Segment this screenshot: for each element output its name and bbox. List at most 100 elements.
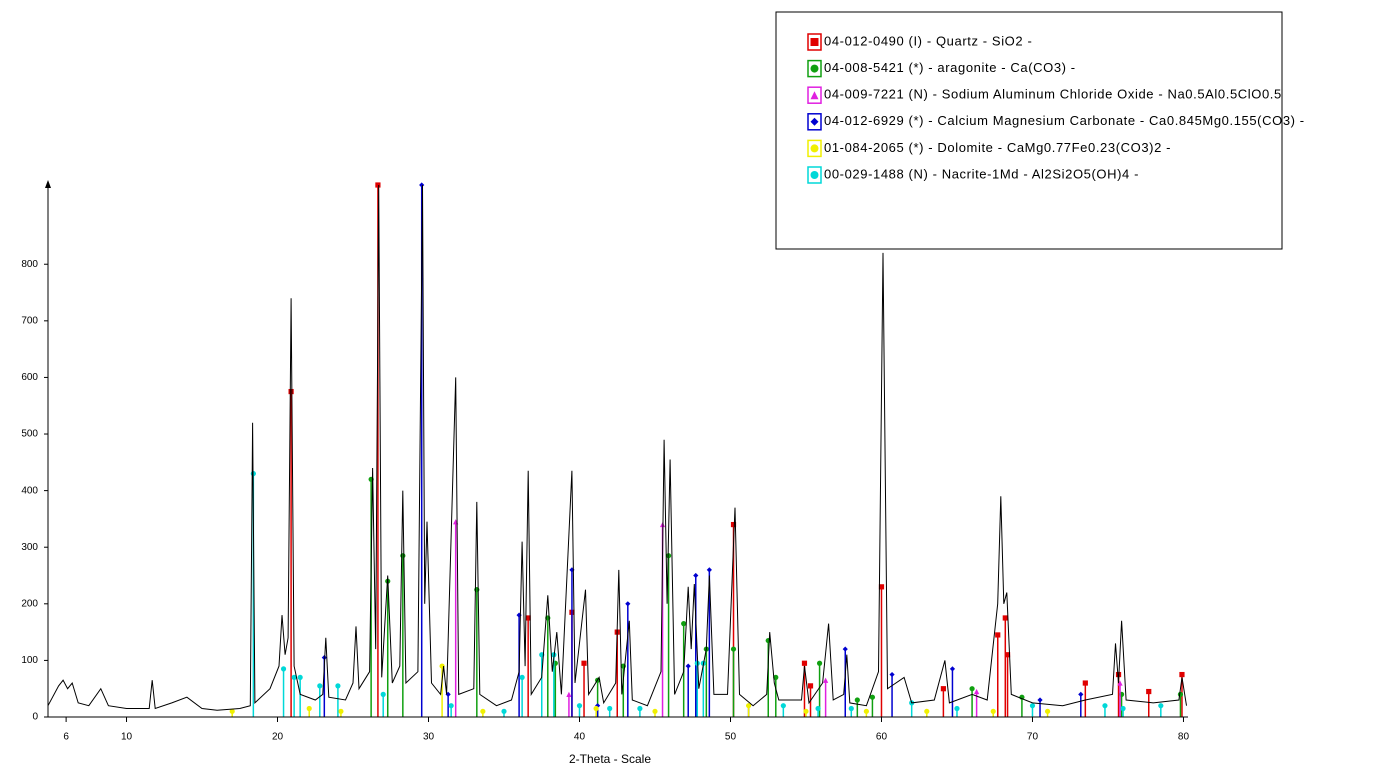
marker [291, 674, 297, 680]
marker [924, 708, 930, 714]
marker [288, 388, 294, 395]
marker [519, 674, 525, 680]
x-axis-title: 2-Theta - Scale [569, 752, 651, 766]
x-tick-label: 10 [121, 732, 133, 743]
marker [1044, 708, 1051, 714]
marker [854, 697, 860, 703]
marker [863, 708, 869, 714]
marker [746, 703, 752, 709]
marker [869, 694, 876, 700]
pattern-line [47, 184, 1187, 711]
marker [1102, 703, 1108, 709]
y-tick-label: 500 [21, 429, 38, 440]
marker [706, 567, 712, 573]
y-tick-label: 700 [21, 315, 38, 326]
marker [995, 632, 1001, 638]
marker [593, 705, 599, 712]
marker [306, 705, 312, 712]
marker [375, 182, 381, 188]
legend [775, 11, 1283, 250]
y-tick-label: 0 [32, 712, 38, 723]
marker [949, 666, 956, 672]
marker [780, 703, 786, 709]
marker [1146, 688, 1152, 695]
legend-label: 00-029-1488 (N) - Nacrite-1Md - Al2Si2O5… [824, 166, 1139, 181]
marker [1029, 703, 1036, 709]
marker [501, 708, 507, 714]
marker [801, 660, 808, 666]
marker [685, 663, 691, 669]
marker [889, 671, 895, 678]
marker [335, 683, 341, 689]
marker [338, 708, 344, 714]
marker [317, 683, 323, 689]
marker [807, 683, 814, 689]
legend-label: 04-009-7221 (N) - Sodium Aluminum Chlori… [824, 87, 1282, 102]
legend-label: 04-012-6929 (*) - Calcium Magnesium Carb… [824, 113, 1305, 128]
marker [842, 646, 848, 652]
marker [1120, 705, 1126, 712]
y-tick-label: 600 [21, 372, 38, 383]
marker [480, 708, 486, 714]
marker [1002, 615, 1008, 621]
marker [566, 691, 572, 697]
marker [1177, 691, 1184, 697]
marker [974, 688, 980, 695]
marker [297, 674, 303, 680]
marker [400, 553, 406, 559]
legend-items: 04-012-0490 (I) - Quartz - SiO2 - 04-008-… [807, 33, 1305, 184]
marker [229, 708, 235, 714]
x-tick-label: 6 [63, 732, 69, 743]
marker [878, 584, 885, 590]
marker [730, 521, 737, 528]
plot-area [47, 182, 1187, 717]
marker [773, 674, 779, 680]
marker [730, 646, 737, 652]
marker [810, 117, 819, 126]
y-tick-label: 200 [21, 598, 38, 609]
x-tick-label: 40 [574, 732, 586, 743]
marker [280, 666, 287, 672]
marker [625, 601, 631, 607]
marker [823, 677, 829, 683]
marker [969, 686, 975, 692]
y-tick-label: 300 [21, 542, 38, 553]
marker [803, 708, 809, 714]
x-tick-label: 50 [725, 732, 737, 743]
marker [810, 144, 819, 153]
marker [1082, 680, 1088, 686]
legend-label: 04-008-5421 (*) - aragonite - Ca(CO3) - [824, 60, 1076, 75]
marker [607, 705, 613, 712]
marker [581, 660, 587, 666]
marker [940, 686, 946, 692]
marker [448, 703, 454, 709]
y-axis-arrow [45, 180, 51, 188]
x-tick-label: 30 [423, 732, 435, 743]
marker [1078, 691, 1084, 697]
marker [525, 615, 531, 621]
marker [595, 703, 601, 709]
x-tick-label: 20 [272, 732, 284, 743]
legend-label: 04-012-0490 (I) - Quartz - SiO2 - [824, 33, 1032, 48]
marker [652, 708, 658, 714]
x-tick-label: 80 [1178, 732, 1190, 743]
marker [419, 182, 425, 188]
marker [1037, 697, 1043, 703]
marker [990, 708, 996, 714]
marker [954, 705, 960, 712]
x-tick-label: 70 [1027, 732, 1039, 743]
y-tick-label: 400 [21, 485, 38, 496]
marker [576, 703, 583, 709]
legend-label: 01-084-2065 (*) - Dolomite - CaMg0.77Fe0… [824, 140, 1171, 155]
marker [810, 171, 819, 179]
marker [1179, 671, 1185, 678]
marker [1117, 680, 1123, 686]
marker [1158, 703, 1164, 709]
marker [816, 660, 823, 666]
marker [810, 64, 819, 73]
y-tick-label: 100 [21, 655, 38, 666]
y-tick-label: 800 [21, 259, 38, 270]
marker [815, 705, 821, 712]
